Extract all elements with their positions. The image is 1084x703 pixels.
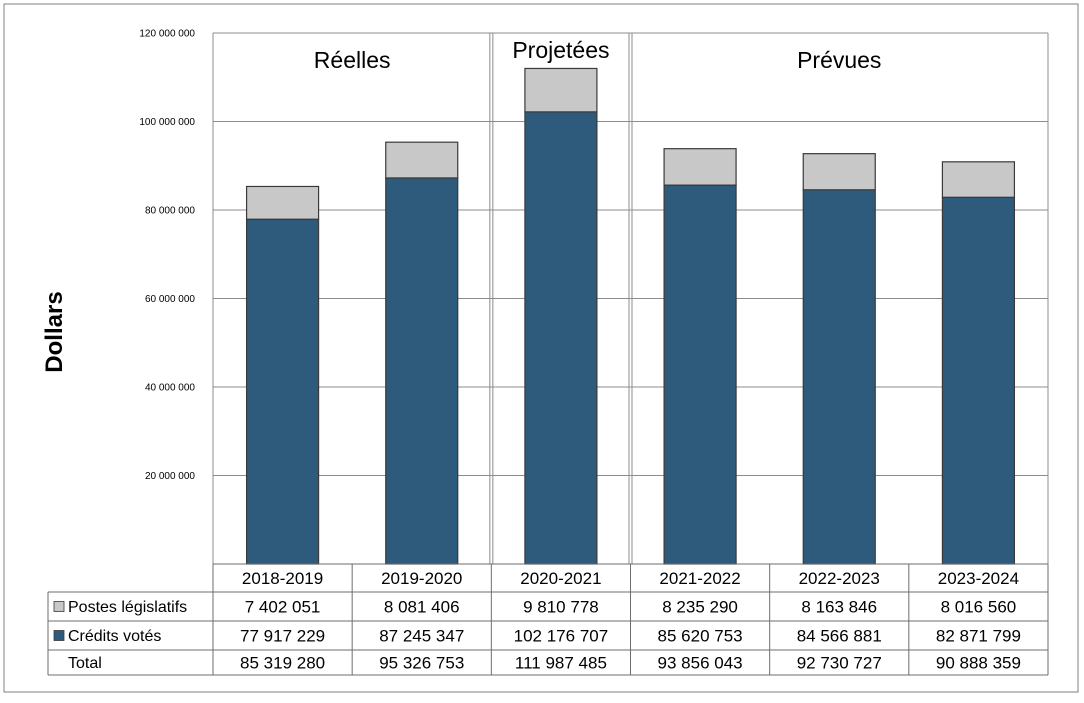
- data-label: 9 810 778: [523, 598, 599, 617]
- data-label: 85 620 753: [658, 627, 743, 646]
- y-axis-label: Dollars: [41, 291, 68, 372]
- category-label: 2022-2023: [799, 569, 880, 588]
- bar-segment: [245, 185, 320, 220]
- category-label: 2020-2021: [520, 569, 601, 588]
- y-tick-label: 60 000 000: [145, 294, 195, 305]
- gridlines: [212, 32, 1049, 564]
- data-label: 8 163 846: [801, 598, 877, 617]
- data-label: 82 871 799: [936, 627, 1021, 646]
- data-label: 85 319 280: [240, 654, 325, 673]
- data-label: 8 016 560: [941, 598, 1017, 617]
- bar-segment: [802, 153, 876, 191]
- y-tick-label: 120 000 000: [139, 29, 195, 40]
- section-headers: Réelles Projetées Prévues: [314, 33, 881, 564]
- data-label: 93 856 043: [658, 654, 743, 673]
- bars: [245, 67, 1016, 565]
- category-label: 2021-2022: [659, 569, 740, 588]
- bar-segment: [663, 148, 737, 186]
- data-label: 7 402 051: [245, 598, 321, 617]
- bar-segment: [385, 177, 459, 565]
- data-label: 102 176 707: [514, 627, 609, 646]
- data-label: 77 917 229: [240, 627, 325, 646]
- section-label: Réelles: [314, 47, 391, 73]
- bar-segment: [802, 189, 876, 565]
- legend-label: Crédits votés: [68, 628, 161, 645]
- legend-swatch: [53, 630, 65, 641]
- legend-label: Postes législatifs: [68, 599, 187, 616]
- data-label: 8 081 406: [384, 598, 460, 617]
- data-label: 95 326 753: [379, 654, 464, 673]
- section-label: Prévues: [797, 47, 881, 73]
- bar-segment: [941, 161, 1016, 198]
- section-label: Projetées: [512, 37, 609, 63]
- legend-swatch: [53, 601, 65, 612]
- bar-segment: [663, 184, 737, 565]
- data-label: 92 730 727: [797, 654, 882, 673]
- bar-segment: [245, 218, 320, 565]
- data-label: 8 235 290: [662, 598, 738, 617]
- category-label: 2023-2024: [938, 569, 1019, 588]
- y-tick-label: 100 000 000: [139, 117, 195, 128]
- data-table: 2018-2019 2019-2020 2020-2021 2021-2022 2022…: [47, 563, 1049, 676]
- bar-segment: [524, 67, 598, 113]
- bar-segment: [385, 141, 459, 179]
- data-label: 111 987 485: [515, 654, 607, 673]
- bar-segment: [941, 196, 1016, 565]
- y-tick-label: 40 000 000: [145, 383, 195, 394]
- category-label: 2019-2020: [381, 569, 462, 588]
- y-tick-label: 80 000 000: [145, 206, 195, 217]
- data-label: 87 245 347: [379, 627, 464, 646]
- category-label: 2018-2019: [242, 569, 323, 588]
- bar-segment: [524, 111, 598, 565]
- data-label: 84 566 881: [797, 627, 882, 646]
- data-label: 90 888 359: [936, 654, 1021, 673]
- legend-label: Total: [68, 655, 102, 672]
- y-tick-labels: 20 000 000 40 000 000 60 000 000 80 000 000…: [139, 29, 195, 483]
- y-tick-label: 20 000 000: [145, 471, 195, 482]
